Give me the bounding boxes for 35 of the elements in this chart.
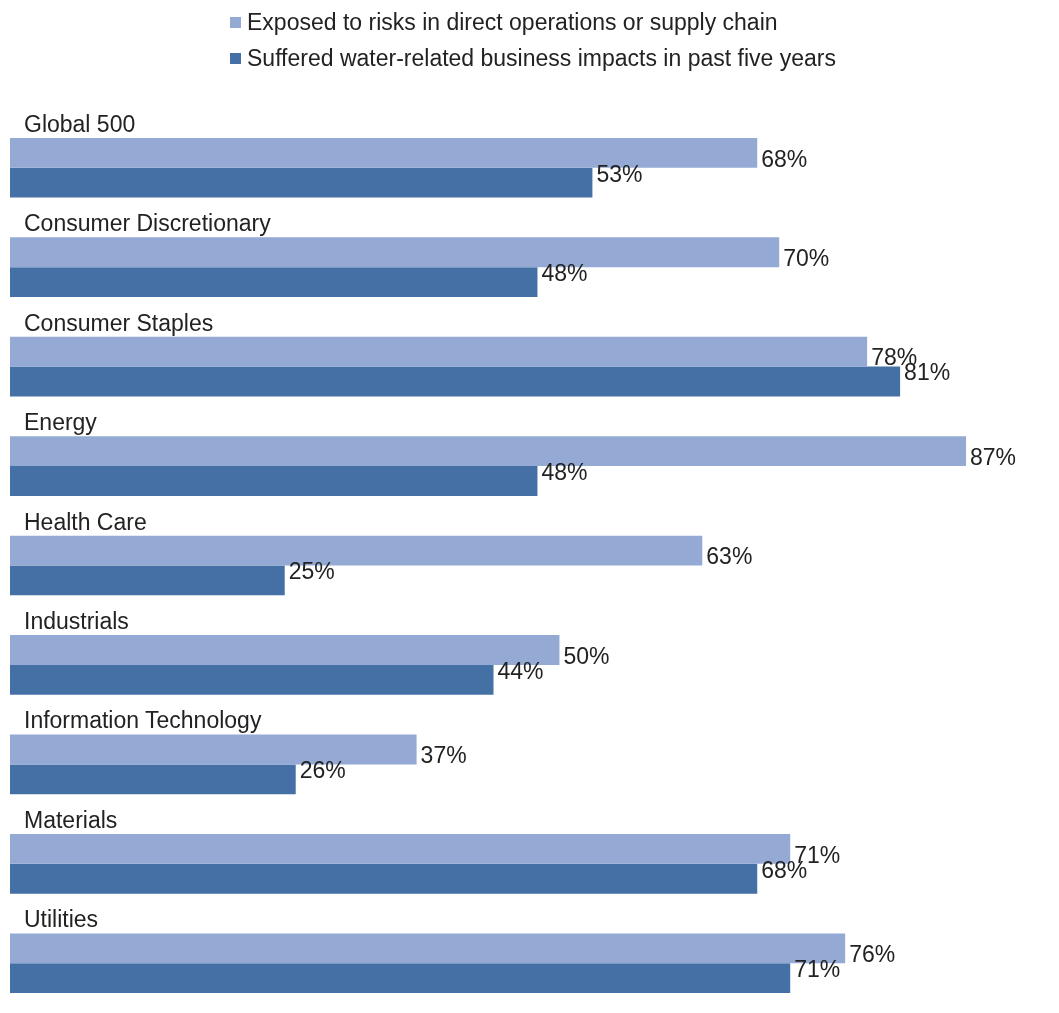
y-tick-label: Materials: [24, 806, 118, 833]
bar: [10, 466, 538, 496]
data-label: 71%: [794, 956, 841, 983]
data-label: 37%: [420, 742, 467, 769]
y-tick-label: Consumer Discretionary: [24, 210, 272, 237]
data-label: 50%: [563, 642, 610, 669]
data-label: 87%: [970, 443, 1017, 470]
data-label: 53%: [596, 160, 643, 187]
bar: [10, 167, 593, 198]
y-tick-label: Information Technology: [24, 707, 262, 734]
y-tick-label: Utilities: [24, 906, 99, 933]
bar: [10, 336, 868, 367]
data-label: 48%: [541, 260, 588, 287]
y-tick-label: Industrials: [24, 607, 129, 634]
y-tick-label: Consumer Staples: [24, 309, 214, 336]
bar: [10, 764, 296, 795]
legend-label: Suffered water-related business impacts in past five years: [247, 44, 836, 73]
bar: [10, 366, 901, 397]
legend-label: Exposed to risks in direct operations or supply chain: [247, 8, 778, 37]
y-tick-label: Global 500: [24, 110, 136, 137]
data-label: 26%: [299, 757, 346, 784]
y-tick-label: Energy: [24, 409, 98, 436]
bar: [10, 565, 285, 596]
data-label: 25%: [288, 558, 335, 585]
data-label: 44%: [497, 657, 544, 684]
data-label: 48%: [541, 458, 588, 485]
bar: [10, 963, 791, 994]
data-label: 76%: [849, 941, 896, 968]
bar: [10, 863, 758, 894]
bar: [10, 267, 538, 297]
data-label: 63%: [706, 543, 753, 570]
data-label: 70%: [783, 245, 830, 272]
data-label: 68%: [761, 145, 808, 172]
bar: [10, 664, 494, 695]
y-tick-label: Health Care: [24, 508, 147, 535]
